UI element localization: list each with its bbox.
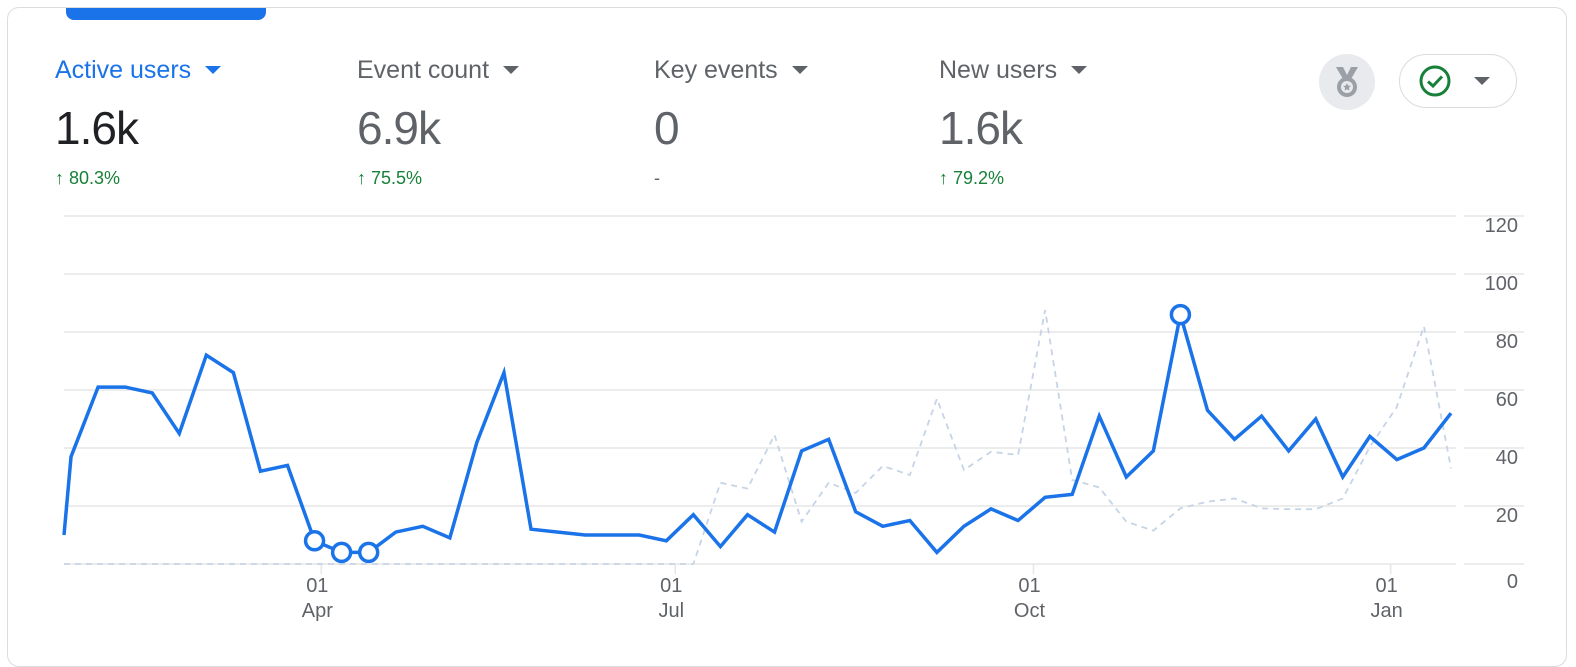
y-tick-label: 100 — [1485, 273, 1518, 295]
check-circle-icon — [1419, 65, 1451, 97]
metric-tab-new-users[interactable]: New users 1.6k ↑ 79.2% — [939, 52, 1088, 190]
chevron-down-icon — [1474, 77, 1490, 85]
active-users-series-line — [62, 314, 1453, 555]
x-tick-month: Apr — [302, 600, 333, 622]
metric-delta: 75.5% — [371, 167, 423, 188]
medal-icon — [1336, 67, 1358, 97]
comparison-series-line — [64, 309, 1452, 565]
arrow-up-icon: ↑ — [939, 167, 948, 188]
y-tick-label: 20 — [1496, 505, 1518, 527]
arrow-up-icon: ↑ — [357, 167, 366, 188]
metric-tab-active-users[interactable]: Active users 1.6k ↑ 80.3% — [55, 52, 222, 190]
metric-value: 1.6k — [55, 102, 139, 154]
metric-tab-key-events[interactable]: Key events 0 - — [654, 52, 808, 190]
metric-label: Key events — [654, 55, 778, 84]
x-tick-day: 01 — [1376, 575, 1398, 597]
y-tick-label: 120 — [1485, 215, 1518, 237]
arrow-up-icon: ↑ — [55, 167, 64, 188]
metric-label: Active users — [55, 55, 192, 84]
metric-label: Event count — [357, 55, 490, 84]
line-chart: 01 Apr 01 Jul 01 Oct 01 Jan 0 20 40 60 80 100 120 — [62, 215, 1524, 622]
metric-delta: - — [654, 167, 660, 188]
dropdown-caret-icon[interactable] — [503, 66, 520, 74]
metric-tab-event-count[interactable]: Event count 6.9k ↑ 75.5% — [357, 52, 520, 190]
metric-value: 6.9k — [357, 102, 441, 154]
y-tick-label: 80 — [1496, 331, 1518, 353]
metric-delta: 79.2% — [953, 167, 1005, 188]
metric-value: 1.6k — [939, 102, 1023, 154]
anomaly-marker — [357, 541, 380, 564]
insights-button[interactable] — [1319, 54, 1375, 110]
metric-delta: 80.3% — [69, 167, 121, 188]
y-tick-label: 40 — [1496, 447, 1518, 469]
anomaly-marker — [1169, 303, 1192, 326]
dropdown-caret-icon[interactable] — [1071, 66, 1088, 74]
anomaly-marker — [330, 541, 353, 564]
active-tab-indicator — [66, 8, 266, 20]
x-tick-month: Jul — [658, 600, 684, 622]
metrics-card — [7, 7, 1567, 667]
x-tick-month: Jan — [1371, 600, 1403, 622]
anomaly-marker — [303, 530, 326, 552]
x-tick-day: 01 — [660, 575, 682, 597]
metric-value: 0 — [654, 102, 680, 154]
y-tick-label: 0 — [1507, 571, 1518, 593]
dropdown-caret-icon[interactable] — [205, 66, 222, 74]
x-tick-day: 01 — [306, 575, 328, 597]
x-tick-month: Oct — [1014, 600, 1046, 622]
dropdown-caret-icon[interactable] — [791, 66, 808, 74]
metric-label: New users — [939, 55, 1058, 84]
y-tick-label: 60 — [1496, 389, 1518, 411]
x-tick-day: 01 — [1018, 575, 1040, 597]
data-quality-dropdown[interactable] — [1399, 54, 1517, 108]
